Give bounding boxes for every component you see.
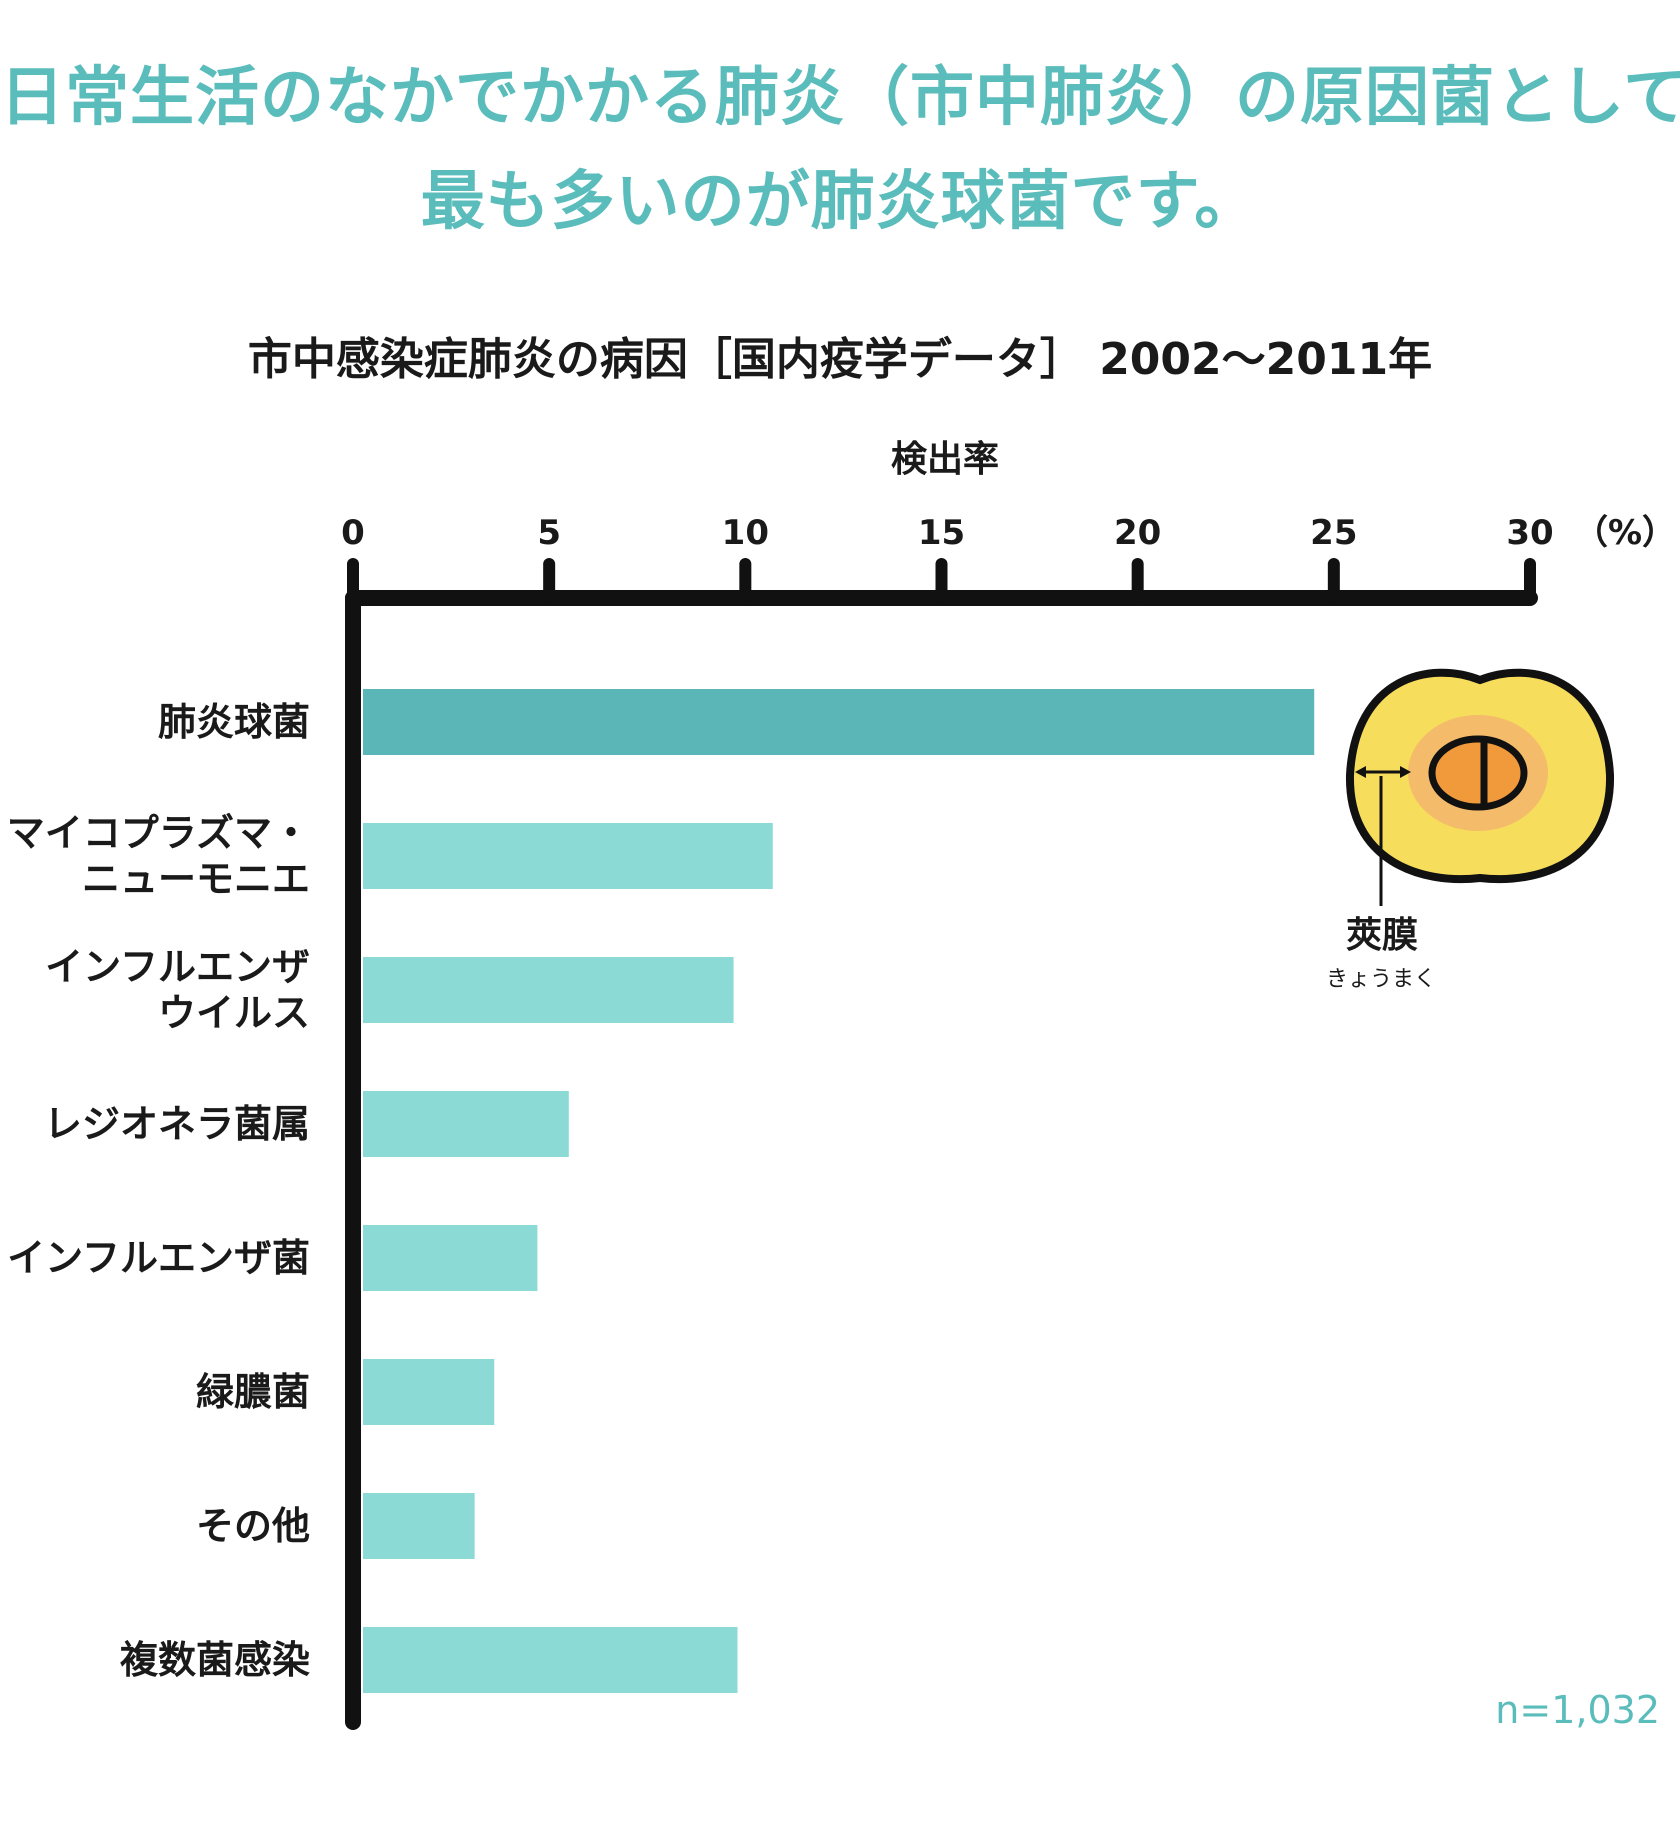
bar: [363, 1359, 495, 1425]
bar: [363, 1493, 475, 1559]
category-label: 緑膿菌: [196, 1370, 310, 1414]
sample-size-note: n=1,032: [1495, 1688, 1660, 1732]
category-label: 肺炎球菌: [158, 700, 310, 744]
bar: [363, 689, 1315, 755]
headline-line-2: 最も多いのが肺炎球菌です。: [420, 165, 1260, 239]
x-axis-label: 検出率: [891, 439, 999, 480]
x-tick-label: 5: [537, 513, 561, 553]
bar: [363, 1627, 738, 1693]
bar: [363, 957, 734, 1023]
arrow-head-right: [1400, 766, 1411, 778]
x-tick-label: 30: [1506, 513, 1553, 553]
arrow-head-left: [1355, 766, 1366, 778]
category-label: 複数菌感染: [120, 1638, 310, 1682]
x-tick-label: 15: [918, 513, 965, 553]
bars-layer: [363, 689, 1315, 1693]
capsule-diagram: 莢膜 きょうまく: [1326, 668, 1615, 992]
chart-title: 市中感染症肺炎の病因［国内疫学データ］ 2002〜2011年: [247, 334, 1433, 385]
x-tick-label: 25: [1310, 513, 1357, 553]
bar: [363, 1091, 569, 1157]
capsule-label: 莢膜: [1346, 915, 1418, 956]
headline-line-1: 日常生活のなかでかかる肺炎（市中肺炎）の原因菌として: [0, 61, 1680, 135]
x-tick-label: 20: [1114, 513, 1161, 553]
bacterium-core: [1428, 735, 1528, 811]
capsule-reading: きょうまく: [1326, 967, 1436, 992]
axis-layer: 0 5 10 15 20 25 30: [341, 513, 1554, 1730]
bar: [363, 1225, 538, 1291]
category-label: インフルエンザ菌: [7, 1236, 310, 1280]
category-label: インフルエンザウイルス: [45, 945, 310, 1035]
category-label: その他: [196, 1504, 310, 1548]
category-label: マイコプラズマ・ニューモニエ: [7, 811, 310, 901]
category-label: レジオネラ菌属: [44, 1102, 310, 1146]
category-labels: 肺炎球菌マイコプラズマ・ニューモニエインフルエンザウイルスレジオネラ菌属インフル…: [7, 700, 310, 1682]
x-tick-label: 10: [722, 513, 769, 553]
x-unit-label: （%）: [1574, 513, 1676, 553]
bar: [363, 823, 773, 889]
x-tick-label: 0: [341, 513, 365, 553]
